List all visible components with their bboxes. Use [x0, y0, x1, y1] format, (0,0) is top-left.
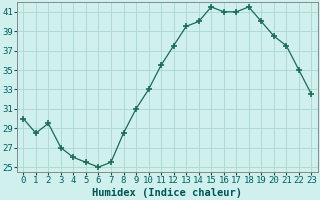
X-axis label: Humidex (Indice chaleur): Humidex (Indice chaleur) [92, 188, 242, 198]
